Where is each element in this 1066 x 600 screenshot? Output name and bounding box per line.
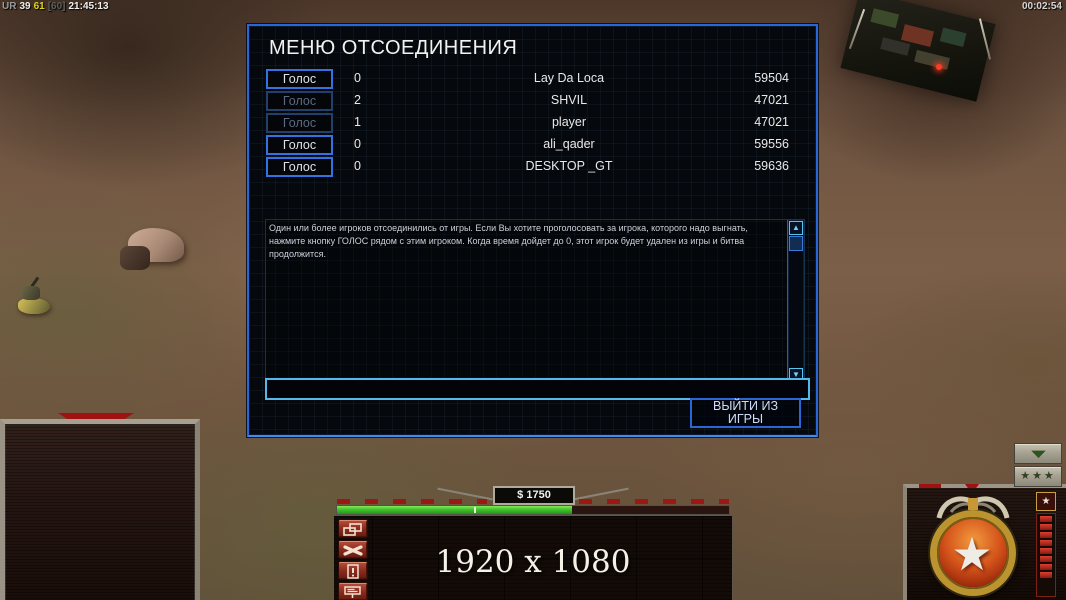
- vote-button[interactable]: Голос: [266, 91, 333, 111]
- rank-stars-button[interactable]: ★★★: [1014, 466, 1062, 487]
- player-ping: 59636: [754, 159, 789, 173]
- money-display: $ 1750: [493, 486, 575, 505]
- player-row: Голос 0 DESKTOP _GT 59636: [249, 157, 816, 179]
- vote-count: 0: [354, 159, 361, 173]
- stats-num2: 61: [33, 1, 45, 12]
- vehicle-unit[interactable]: [14, 276, 52, 322]
- red-trim: [919, 484, 941, 488]
- vote-count: 2: [354, 93, 361, 107]
- promotion-arrow-button[interactable]: ▼: [1014, 443, 1062, 464]
- laurel-wreath-icon: [930, 510, 1016, 596]
- red-trim: [965, 484, 979, 488]
- player-name: DESKTOP _GT: [525, 159, 613, 173]
- vote-button[interactable]: Голос: [266, 69, 333, 89]
- match-timer: 00:02:54: [1021, 1, 1062, 12]
- vote-count: 0: [354, 71, 361, 85]
- stats-clock: 21:45:13: [68, 1, 109, 12]
- power-bar-marker: [474, 507, 477, 513]
- vote-button[interactable]: Голос: [266, 113, 333, 133]
- supply-building[interactable]: [840, 0, 996, 102]
- radar-minimap[interactable]: [0, 419, 200, 600]
- faction-panel: ★ ★: [903, 484, 1066, 600]
- network-stats: UR 39 61 [60] 21:45:13: [2, 1, 112, 12]
- player-name: SHVIL: [550, 93, 588, 107]
- disconnect-menu-dialog: МЕНЮ ОТСОЕДИНЕНИЯ Голос 0 Lay Da Loca 59…: [247, 24, 818, 437]
- emblem-disc: [939, 519, 1007, 587]
- scrollbar-thumb[interactable]: [789, 236, 803, 251]
- stats-bracket: [60]: [47, 1, 66, 12]
- vote-count: 0: [354, 137, 361, 151]
- player-row: Голос 2 SHVIL 47021: [249, 91, 816, 113]
- tools-button[interactable]: [338, 540, 368, 559]
- player-ping: 59556: [754, 137, 789, 151]
- player-name: ali_qader: [543, 137, 595, 151]
- power-bar: [336, 505, 730, 515]
- promote-arrow-icon: ▼: [1025, 445, 1051, 461]
- player-ping: 59504: [754, 71, 789, 85]
- exclamation-icon: [347, 563, 359, 579]
- dialog-title: МЕНЮ ОТСОЕДИНЕНИЯ: [269, 37, 518, 59]
- stats-prefix: UR: [2, 1, 17, 12]
- player-row: Голос 0 ali_qader 59556: [249, 135, 816, 157]
- player-name: Lay Da Loca: [533, 71, 605, 85]
- message-box: Один или более игроков отсоединились от …: [265, 219, 805, 384]
- scrollbar[interactable]: ▲ ▼: [787, 220, 804, 383]
- exit-button-line1: ВЫЙТИ ИЗ: [712, 399, 778, 413]
- player-name: player: [551, 115, 587, 129]
- command-bar: $ 1750: [333, 486, 733, 600]
- wrench-cross-icon: [343, 544, 363, 556]
- building-light: [936, 64, 942, 70]
- red-trim: [337, 499, 487, 504]
- windows-icon: [343, 522, 362, 536]
- rank-strip: ★: [1035, 492, 1059, 597]
- vote-count: 1: [354, 115, 361, 129]
- vote-button[interactable]: Голос: [266, 157, 333, 177]
- signpost-icon: [344, 585, 361, 598]
- stats-num1: 39: [19, 1, 31, 12]
- power-bar-fill: [337, 506, 573, 514]
- command-grid: [333, 515, 733, 600]
- player-row: Голос 1 player 47021: [249, 113, 816, 135]
- promotion-widget: ▼ ★★★: [1014, 443, 1062, 487]
- vote-button[interactable]: Голос: [266, 135, 333, 155]
- player-ping: 47021: [754, 115, 789, 129]
- options-menu-button[interactable]: [338, 519, 368, 538]
- radar-top-tab: [58, 413, 134, 420]
- exit-game-button[interactable]: ВЫЙТИ ИЗ ИГРЫ: [690, 398, 801, 428]
- alert-button[interactable]: [338, 561, 368, 580]
- chat-input[interactable]: [265, 378, 810, 400]
- resolution-watermark: 1920 x 1080: [435, 544, 631, 580]
- signpost-button[interactable]: [338, 582, 368, 600]
- china-faction-emblem: ★: [917, 496, 1027, 596]
- experience-bar: [1036, 513, 1056, 597]
- scroll-up-icon[interactable]: ▲: [789, 221, 803, 235]
- dragon-crest-icon: [936, 496, 1010, 519]
- tent-structure[interactable]: [120, 228, 184, 274]
- player-ping: 47021: [754, 93, 789, 107]
- player-row: Голос 0 Lay Da Loca 59504: [249, 69, 816, 91]
- red-trim: [579, 499, 729, 504]
- exit-button-line2: ИГРЫ: [727, 412, 764, 426]
- disconnect-message: Один или более игроков отсоединились от …: [269, 223, 748, 259]
- general-star-icon[interactable]: ★: [1036, 492, 1056, 511]
- star-icon: ★: [951, 528, 993, 580]
